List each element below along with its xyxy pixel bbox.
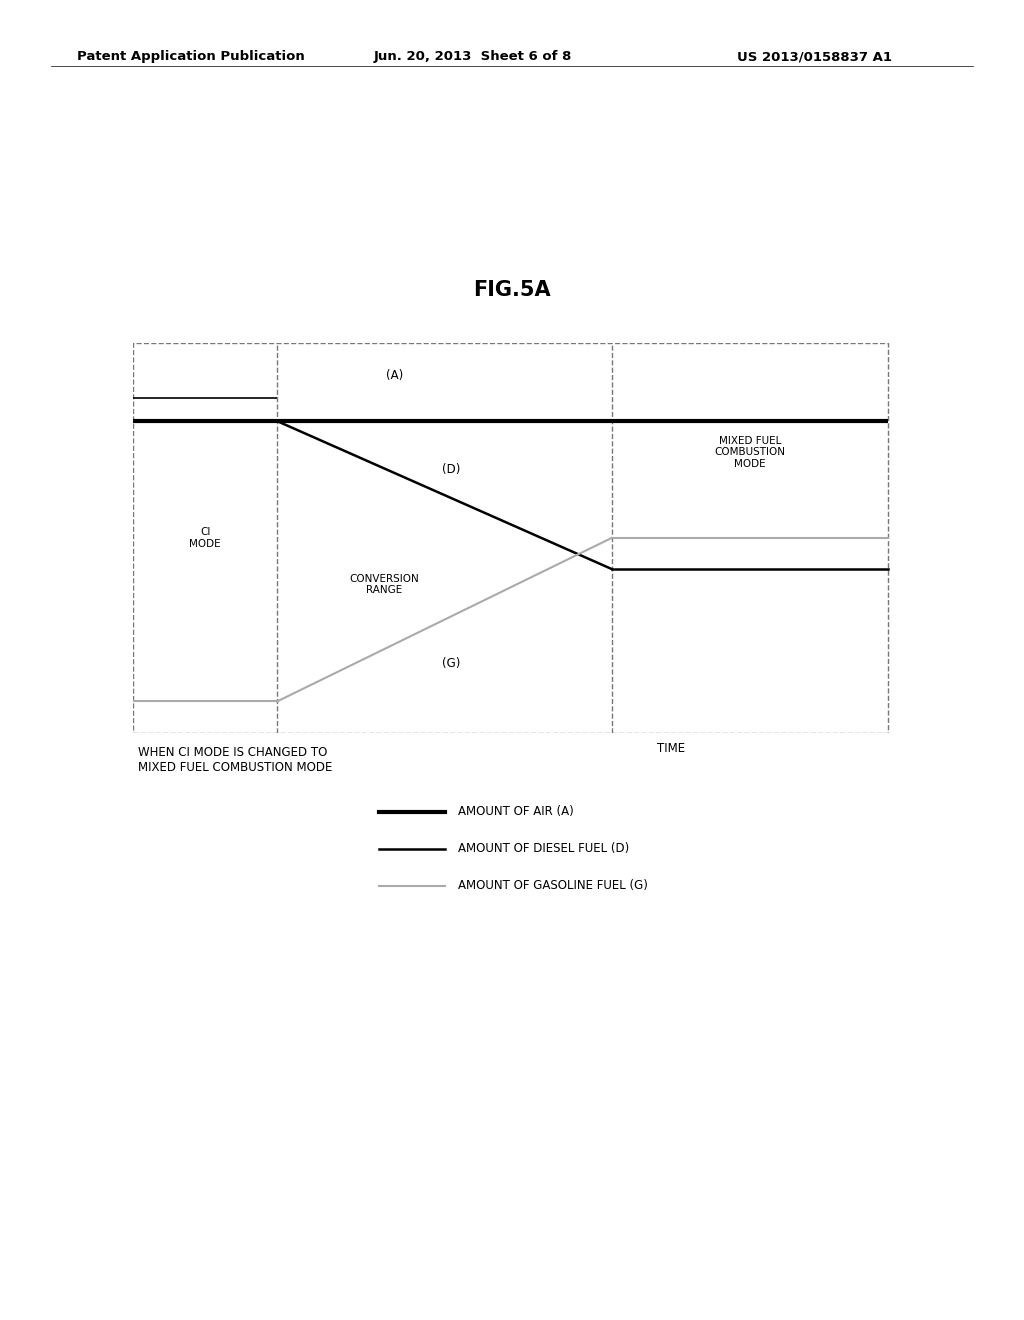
Text: AMOUNT OF GASOLINE FUEL (G): AMOUNT OF GASOLINE FUEL (G) [458, 879, 647, 892]
Text: AMOUNT OF AIR (A): AMOUNT OF AIR (A) [458, 805, 573, 818]
Text: (G): (G) [442, 657, 461, 671]
Text: TIME: TIME [656, 742, 685, 755]
Text: AMOUNT OF DIESEL FUEL (D): AMOUNT OF DIESEL FUEL (D) [458, 842, 629, 855]
Text: (D): (D) [442, 462, 461, 475]
Text: MIXED FUEL
COMBUSTION
MODE: MIXED FUEL COMBUSTION MODE [715, 436, 785, 469]
Text: WHEN CI MODE IS CHANGED TO
MIXED FUEL COMBUSTION MODE: WHEN CI MODE IS CHANGED TO MIXED FUEL CO… [138, 746, 333, 774]
Text: CI
MODE: CI MODE [189, 527, 221, 549]
Text: CONVERSION
RANGE: CONVERSION RANGE [349, 574, 419, 595]
Text: US 2013/0158837 A1: US 2013/0158837 A1 [737, 50, 892, 63]
Text: FIG.5A: FIG.5A [473, 280, 551, 301]
Text: Patent Application Publication: Patent Application Publication [77, 50, 304, 63]
Text: Jun. 20, 2013  Sheet 6 of 8: Jun. 20, 2013 Sheet 6 of 8 [374, 50, 572, 63]
Text: (A): (A) [386, 370, 402, 383]
